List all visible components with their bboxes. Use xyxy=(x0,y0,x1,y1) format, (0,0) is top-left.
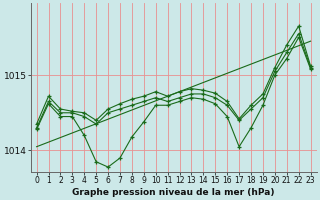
X-axis label: Graphe pression niveau de la mer (hPa): Graphe pression niveau de la mer (hPa) xyxy=(72,188,275,197)
